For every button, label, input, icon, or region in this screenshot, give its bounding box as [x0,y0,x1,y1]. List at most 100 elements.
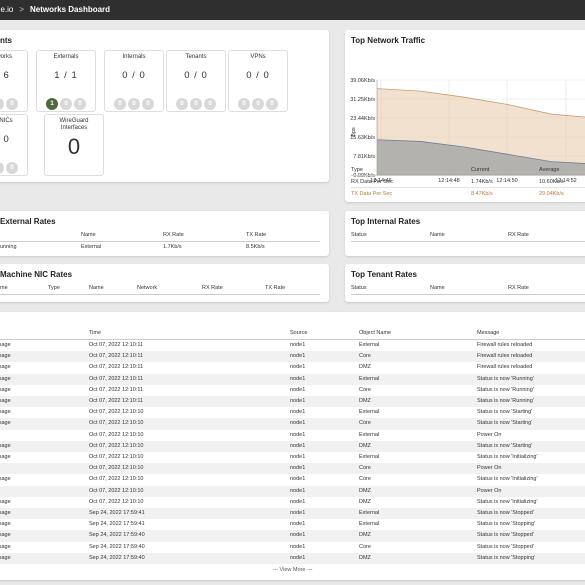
nic-th-tx: TX Rate [265,285,286,291]
stat-card-5[interactable]: chine NICs 0 / 0 000 [0,114,28,176]
view-more-link[interactable]: --- View More --- [272,567,313,573]
ev-message: Power On [477,487,502,494]
th-type: Type [351,167,363,173]
external-rates-panel: External Rates Name RX Rate TX Rate unni… [0,211,329,256]
event-row[interactable]: ssage Oct 07, 2022 12:10:11 node1 DMZ Firewa… [0,362,585,373]
stat-card-value: 0 [67,134,81,159]
ten-th-name: Name [430,285,445,291]
ev-type: ssage [0,353,11,360]
y-tick-label: 7.81Kb/s [353,154,375,160]
ev-object: Core [359,386,371,393]
stat-card-value: 0 / 0 [0,134,10,145]
event-row[interactable]: ssage Oct 07, 2022 12:10:10 node1 Core Statu… [0,474,585,485]
ext-th-rx: RX Rate [163,232,184,238]
ev-type: ssage [0,521,11,528]
ev-time: Oct 07, 2022 12:10:11 [89,386,144,393]
y-tick-label: 0.00Kb/s [353,173,375,179]
ev-message: Firewall rules reloaded [477,364,533,371]
event-row[interactable]: ssage Sep 24, 2022 17:59:41 node1 External S… [0,508,585,520]
ev-object: External [359,454,380,460]
internal-rates-title: Top Internal Rates [351,217,421,226]
rx-series-area [377,139,585,175]
ev-th-time: Time [89,330,102,336]
ev-message: Firewall rules reloaded [477,342,533,348]
event-row[interactable]: ssage Sep 24, 2022 17:59:40 node1 DMZ Status… [0,552,585,564]
event-row[interactable]: ssage Oct 07, 2022 12:10:11 node1 External S… [0,373,585,385]
status-dot: 0 [0,98,4,110]
event-row[interactable]: ssage Oct 07, 2022 12:10:10 node1 External S… [0,407,585,418]
event-row[interactable]: ssage Oct 07, 2022 12:10:11 node1 DMZ Status… [0,396,585,408]
ev-type: ssage [0,386,11,393]
status-dot: 0 [128,98,140,110]
y-tick-label: 31.25Kb/s [350,97,375,103]
ev-th-message: Message [477,330,500,336]
status-dot: 0 [176,98,188,110]
ten-th-status: Status [351,285,367,291]
ev-object: External [359,342,380,348]
event-row[interactable]: ssage Oct 07, 2022 12:10:11 node1 External F… [0,340,585,351]
ev-message: Status is now 'Running' [477,386,534,393]
stat-card-0[interactable]: l Networks 3 / 6 000 [0,50,28,112]
ev-object: External [359,521,380,528]
int-th-status: Status [351,232,367,238]
status-dot: 0 [238,98,250,110]
event-row[interactable]: ssage Sep 24, 2022 17:59:41 node1 External S… [0,519,585,530]
event-row[interactable]: ssage Oct 07, 2022 12:10:10 node1 DMZ Status… [0,440,585,452]
event-row[interactable]: ssage Oct 07, 2022 12:10:10 node1 DMZ Status… [0,497,585,508]
breadcrumb-site[interactable]: ge.io [0,5,14,14]
ev-time: Oct 07, 2022 12:10:11 [89,342,144,348]
rx-series-line [376,139,585,164]
event-row[interactable]: ssage Oct 07, 2022 12:10:10 node1 External S… [0,452,585,463]
tx-type: TX Data Per Sec [351,191,393,197]
ev-source: node1 [290,353,306,360]
ev-source: node1 [290,442,306,449]
x-tick-label: 12:14:48 [438,178,459,184]
rx-type: RX Data Per Sec [351,179,393,185]
status-dot: 0 [114,98,126,110]
x-tick-label: 12:14:50 [496,178,517,184]
ev-message: Status is now 'Stopped' [477,532,534,539]
ev-type: ssage [0,554,11,561]
ev-source: node1 [290,364,306,371]
ev-source: node1 [290,554,306,561]
counts-title: nts [0,36,12,45]
ev-type: ssage [0,510,11,516]
event-row[interactable]: itOct 07, 2022 12:10:10node1ExternalPowe… [0,430,585,441]
stat-card-6[interactable]: WireGuard Interfaces 0 [44,114,104,176]
ev-source: node1 [290,543,306,550]
y-tick-label: 15.63Kb/s [350,135,375,141]
external-rates-row[interactable]: unning External 1.7Kb/s 8.5Kb/s [0,242,320,252]
ev-source: node1 [290,532,306,539]
ev-th-source: Source [290,330,308,336]
event-row[interactable]: ssage Oct 07, 2022 12:10:10 node1 Core Statu… [0,418,585,430]
ev-source: node1 [290,375,306,382]
ev-object: External [359,375,380,382]
ev-type: ssage [0,398,11,404]
traffic-panel: Top Network Traffic 39.06Kb/s 31.25Kb/s 23… [345,30,585,202]
stat-card-label: Externals [53,54,79,60]
ev-type: ssage [0,364,11,371]
ev-object: Core [359,420,371,427]
ev-object: External [359,409,380,416]
ev-time: Oct 07, 2022 12:10:10 [89,465,144,472]
event-row[interactable]: ssage Sep 24, 2022 17:59:40 node1 DMZ Status… [0,530,585,542]
external-rates-title: External Rates [0,217,56,226]
event-row[interactable]: ssage Oct 07, 2022 12:10:11 node1 Core Statu… [0,385,585,396]
ev-source: node1 [290,521,306,528]
event-row[interactable]: ssage Oct 07, 2022 12:10:11 node1 Core Firew… [0,351,585,363]
stat-card-value: 0 / 0 [122,70,146,81]
ev-source: node1 [290,454,306,460]
nic-th-name-partial: me [0,285,8,291]
event-row[interactable]: ssage Sep 24, 2022 17:59:40 node1 Core Statu… [0,542,585,553]
nic-th-rx: RX Rate [202,285,223,291]
stat-card-value: 3 / 6 [0,70,10,81]
status-dot: 0 [74,98,86,110]
